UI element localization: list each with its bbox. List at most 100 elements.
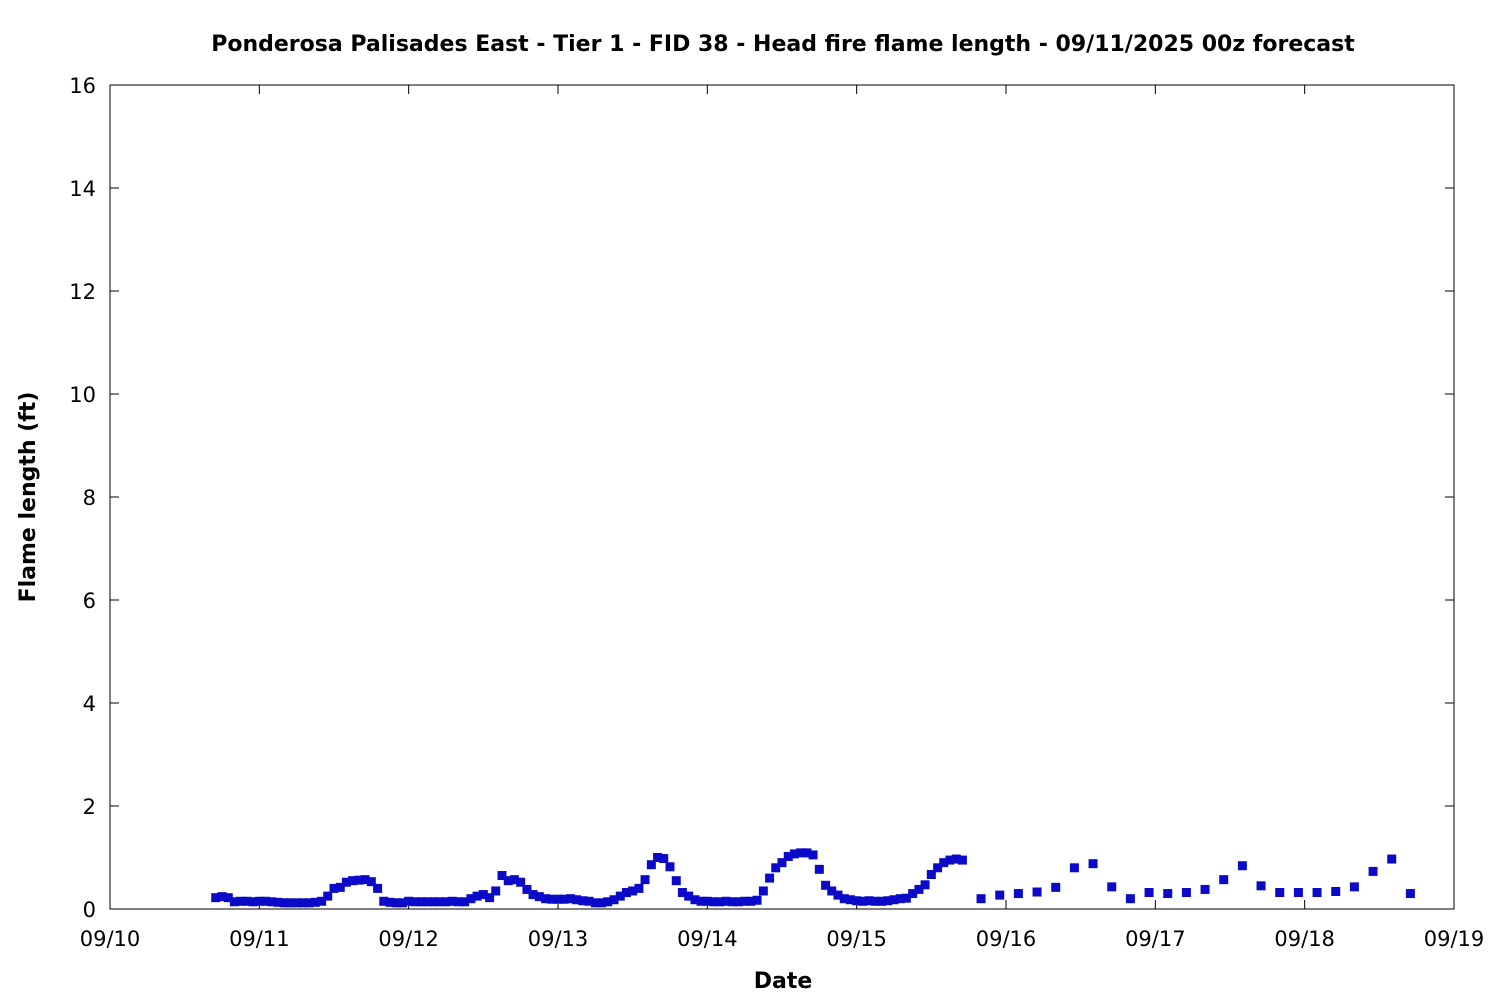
point: [565, 894, 575, 904]
point: [441, 897, 451, 907]
point: [460, 897, 470, 907]
point: [933, 863, 943, 873]
point: [758, 886, 768, 896]
point: [696, 896, 706, 906]
point: [702, 896, 712, 906]
point: [528, 890, 538, 900]
point: [236, 896, 246, 906]
point: [404, 896, 414, 906]
point: [640, 875, 650, 885]
point: [908, 889, 918, 899]
point: [1368, 866, 1378, 876]
point: [877, 896, 887, 906]
point: [310, 897, 320, 907]
point: [211, 893, 221, 903]
point: [242, 896, 252, 906]
point: [453, 897, 463, 907]
point: [889, 895, 899, 905]
point: [677, 888, 687, 898]
point: [609, 895, 619, 905]
point: [1405, 889, 1415, 899]
point: [615, 891, 625, 901]
point: [653, 853, 663, 862]
point: [348, 876, 358, 886]
x-tick-label: 09/17: [1125, 927, 1186, 951]
point: [422, 897, 432, 907]
point: [584, 896, 594, 906]
point: [217, 892, 227, 902]
point: [1312, 888, 1322, 898]
point: [864, 896, 874, 906]
point: [1200, 884, 1210, 894]
point: [373, 883, 383, 893]
point: [808, 850, 818, 860]
point: [341, 877, 351, 887]
point: [397, 898, 407, 908]
point: [435, 897, 445, 907]
point: [472, 891, 482, 901]
point: [261, 896, 271, 906]
point: [796, 848, 806, 858]
point: [323, 891, 333, 901]
point: [547, 894, 557, 904]
point: [1237, 861, 1247, 871]
x-tick-label: 09/11: [229, 927, 290, 951]
point: [883, 896, 893, 906]
y-tick-label: 8: [83, 486, 96, 510]
point: [410, 897, 420, 907]
point: [733, 897, 743, 907]
point: [298, 898, 308, 908]
x-tick-label: 09/19: [1424, 927, 1485, 951]
point: [534, 892, 544, 902]
y-tick-label: 2: [83, 795, 96, 819]
point: [317, 896, 327, 906]
point: [1256, 881, 1266, 891]
point: [429, 897, 439, 907]
point: [223, 893, 233, 903]
point: [914, 884, 924, 894]
point: [578, 896, 588, 906]
point: [802, 848, 812, 858]
x-tick-label: 09/14: [677, 927, 738, 951]
point: [603, 897, 613, 907]
point: [1387, 854, 1397, 864]
point: [1163, 889, 1173, 899]
point: [1051, 882, 1061, 892]
x-axis-label: Date: [754, 969, 813, 994]
y-tick-label: 14: [69, 177, 96, 201]
point: [597, 898, 607, 908]
point: [671, 876, 681, 886]
point: [1144, 888, 1154, 898]
point: [509, 875, 519, 885]
point: [814, 864, 824, 874]
x-tick-label: 09/16: [976, 927, 1037, 951]
point: [360, 875, 370, 885]
point: [229, 897, 239, 907]
point: [659, 854, 669, 864]
y-axis-label: Flame length (ft): [16, 392, 41, 603]
point: [777, 858, 787, 868]
x-tick-label: 09/13: [528, 927, 589, 951]
point: [783, 851, 793, 861]
point: [366, 877, 376, 887]
point: [951, 854, 961, 864]
point: [746, 896, 756, 906]
point: [478, 890, 488, 900]
point: [1013, 889, 1023, 899]
point: [1107, 882, 1117, 892]
point: [690, 895, 700, 905]
point: [491, 886, 501, 896]
point: [267, 897, 277, 907]
point: [572, 895, 582, 905]
point: [833, 890, 843, 900]
point: [727, 897, 737, 907]
point: [665, 862, 675, 872]
point: [771, 863, 781, 873]
point: [901, 893, 911, 903]
point: [684, 891, 694, 901]
point: [1032, 887, 1042, 897]
y-tick-label: 10: [69, 383, 96, 407]
point: [385, 897, 395, 907]
point: [516, 877, 526, 887]
